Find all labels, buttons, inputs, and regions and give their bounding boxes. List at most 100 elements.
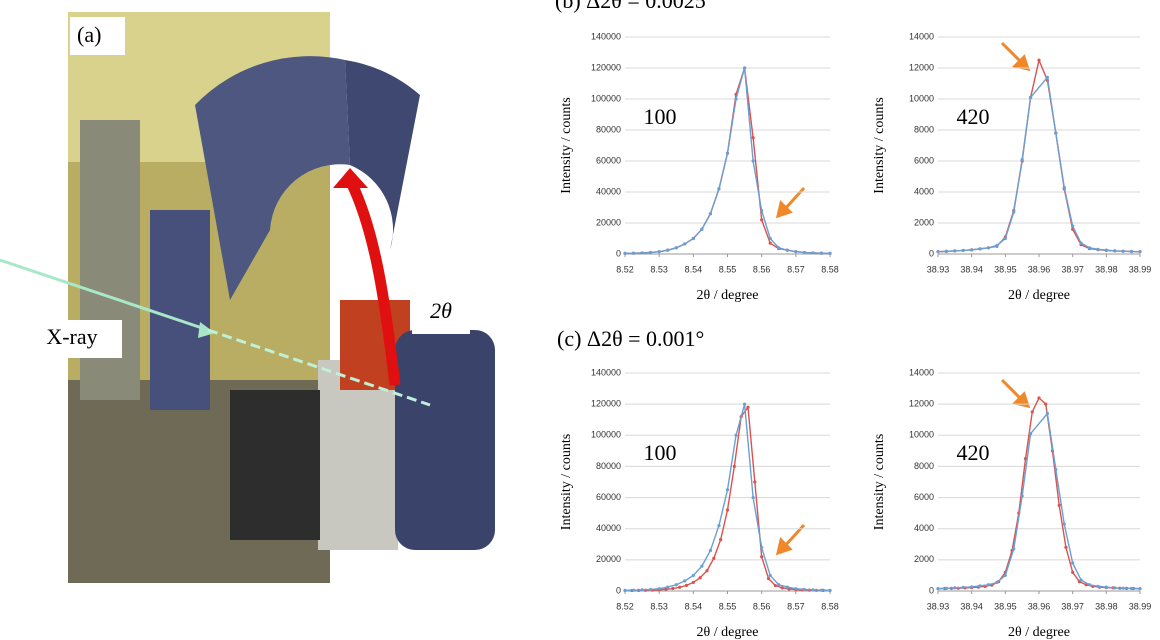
data-point (666, 248, 670, 252)
x-tick-label: 38.97 (1061, 601, 1084, 611)
data-point (1079, 241, 1083, 245)
data-point (664, 587, 668, 591)
data-point (811, 251, 815, 255)
data-point (802, 587, 806, 592)
data-point (671, 586, 675, 591)
data-point (986, 246, 991, 250)
data-point (1028, 432, 1033, 436)
x-tick-label: 38.93 (927, 601, 950, 611)
data-point (1087, 246, 1092, 250)
data-point (725, 488, 730, 492)
x-tick-label: 8.54 (685, 601, 703, 611)
data-point (631, 251, 636, 255)
angle-label: 2θ (430, 298, 452, 323)
y-axis-title: Intensity / counts (559, 434, 574, 530)
data-point (742, 402, 747, 406)
y-tick-label: 40000 (596, 186, 621, 196)
peak-label: 100 (644, 104, 677, 129)
x-tick-label: 38.99 (1129, 264, 1152, 274)
data-point (802, 250, 806, 255)
data-point (725, 508, 730, 512)
y-axis-title: Intensity / counts (872, 97, 887, 193)
data-point (751, 159, 755, 163)
y-tick-label: 0 (929, 248, 934, 258)
data-point (698, 576, 702, 580)
data-point (1030, 410, 1034, 414)
data-point (1129, 586, 1134, 591)
data-point (732, 464, 736, 469)
x-tick-label: 38.98 (1095, 264, 1118, 274)
y-tick-label: 60000 (596, 492, 621, 502)
data-point (1020, 494, 1024, 498)
data-point (649, 587, 653, 592)
data-point (1071, 561, 1075, 565)
data-point (760, 209, 764, 213)
data-point (734, 433, 738, 437)
y-tick-label: 140000 (591, 367, 621, 377)
data-point (1045, 75, 1050, 79)
y-axis-title: Intensity / counts (872, 434, 887, 530)
data-point (1071, 224, 1075, 228)
data-point (1062, 185, 1066, 189)
data-point (995, 243, 999, 248)
data-point (961, 585, 965, 590)
data-point (700, 227, 704, 231)
data-point (640, 251, 644, 255)
y-tick-label: 0 (616, 248, 621, 258)
data-point (657, 250, 661, 254)
x-axis-title: 2θ / degree (697, 625, 759, 640)
y-tick-label: 80000 (596, 124, 621, 134)
panel-label: (a) (77, 22, 101, 47)
data-point (1023, 457, 1028, 461)
data-point (1087, 583, 1092, 587)
y-tick-label: 20000 (596, 554, 621, 564)
data-point (777, 583, 781, 587)
x-tick-label: 38.93 (927, 264, 950, 274)
data-point (768, 573, 772, 578)
data-point (1054, 467, 1058, 472)
data-point (777, 246, 781, 250)
data-point (995, 580, 999, 585)
data-point (640, 588, 644, 592)
x-tick-label: 8.56 (753, 264, 771, 274)
x-tick-label: 38.96 (1028, 601, 1051, 611)
data-point (700, 564, 704, 568)
data-point (708, 212, 713, 216)
y-tick-label: 6000 (914, 155, 934, 165)
data-point (734, 97, 738, 101)
panel-title: (c) Δ2θ = 0.001° (557, 326, 704, 351)
data-point (684, 583, 689, 587)
x-tick-label: 8.58 (821, 601, 839, 611)
y-tick-label: 6000 (914, 492, 934, 502)
data-point (944, 249, 949, 253)
x-tick-label: 38.94 (960, 601, 983, 611)
peak-label: 420 (957, 440, 990, 465)
data-point (1064, 545, 1068, 550)
y-tick-label: 14000 (909, 367, 934, 377)
y-tick-label: 100000 (591, 430, 621, 440)
data-point (978, 584, 982, 588)
data-point (1037, 396, 1041, 400)
data-point (1057, 503, 1061, 507)
panel-title: (b) Δ2θ = 0.0025° (555, 0, 715, 13)
data-point (828, 588, 832, 592)
data-point (623, 251, 627, 255)
x-axis-title: 2θ / degree (1008, 288, 1070, 303)
data-point (953, 249, 957, 253)
data-point (712, 556, 716, 560)
data-point (768, 241, 772, 245)
data-point (751, 495, 755, 500)
y-tick-label: 0 (929, 585, 934, 595)
data-point (674, 583, 678, 587)
data-point (1096, 584, 1100, 588)
photo (0, 12, 495, 583)
data-point (1054, 131, 1058, 135)
y-tick-label: 140000 (591, 31, 621, 41)
x-tick-label: 38.95 (994, 264, 1017, 274)
y-tick-label: 10000 (909, 430, 934, 440)
data-point (768, 236, 772, 241)
peak-label: 420 (957, 104, 990, 129)
y-tick-label: 60000 (596, 155, 621, 165)
x-tick-label: 8.53 (650, 601, 668, 611)
